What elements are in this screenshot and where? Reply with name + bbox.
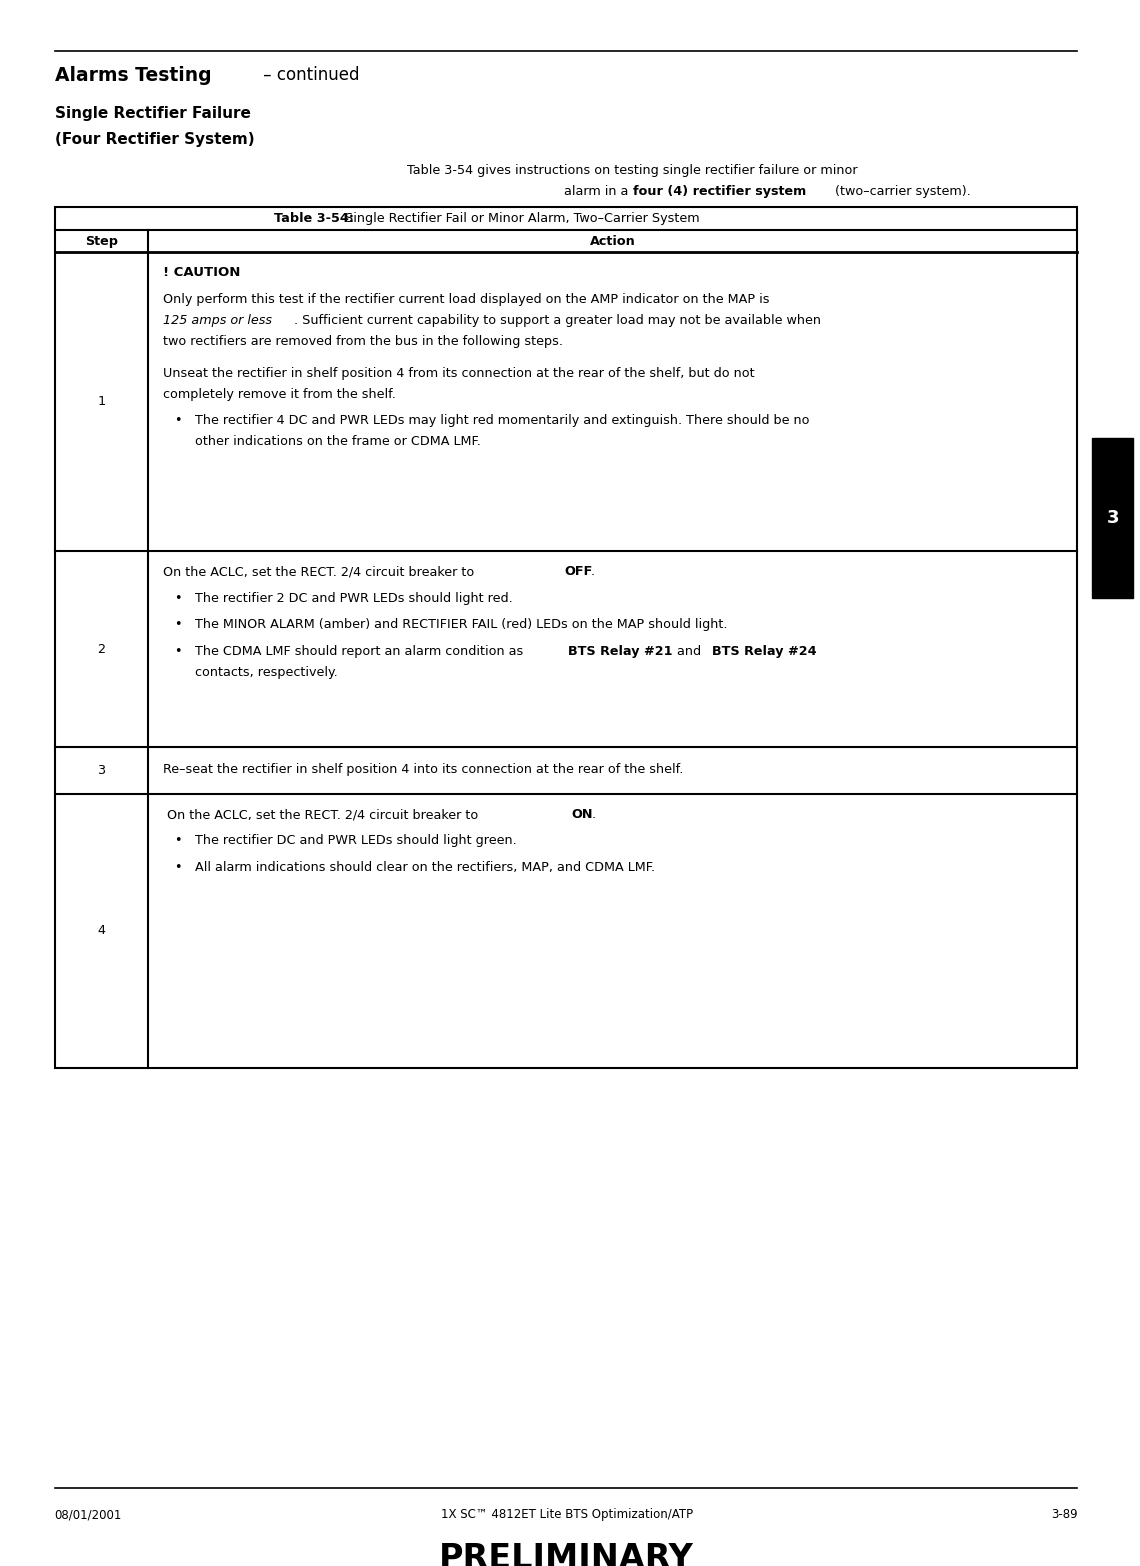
Text: .: .	[591, 565, 595, 578]
Text: The rectifier DC and PWR LEDs should light green.: The rectifier DC and PWR LEDs should lig…	[195, 835, 516, 847]
Text: •: •	[174, 619, 182, 631]
Text: All alarm indications should clear on the rectifiers, MAP, and CDMA LMF.: All alarm indications should clear on th…	[195, 861, 655, 874]
Text: •: •	[174, 835, 182, 847]
Text: .: .	[592, 808, 596, 821]
Text: completely remove it from the shelf.: completely remove it from the shelf.	[163, 388, 396, 401]
Text: 1X SC™ 4812ET Lite BTS Optimization/ATP: 1X SC™ 4812ET Lite BTS Optimization/ATP	[440, 1508, 693, 1521]
Text: The CDMA LMF should report an alarm condition as: The CDMA LMF should report an alarm cond…	[195, 645, 527, 658]
Text: 3: 3	[97, 764, 106, 777]
Text: Single Rectifier Fail or Minor Alarm, Two–Carrier System: Single Rectifier Fail or Minor Alarm, Tw…	[341, 211, 700, 226]
Text: PRELIMINARY: PRELIMINARY	[439, 1541, 694, 1566]
Text: Action: Action	[589, 235, 636, 247]
Text: (two–carrier system).: (two–carrier system).	[831, 185, 971, 197]
Text: Step: Step	[86, 235, 117, 247]
Text: 1: 1	[97, 395, 106, 409]
Text: ! CAUTION: ! CAUTION	[163, 266, 241, 279]
Text: Only perform this test if the rectifier current load displayed on the AMP indica: Only perform this test if the rectifier …	[163, 293, 770, 305]
Text: •: •	[174, 645, 182, 658]
Text: Table 3-54 gives instructions on testing single rectifier failure or minor: Table 3-54 gives instructions on testing…	[407, 164, 858, 177]
Text: Alarms Testing: Alarms Testing	[55, 66, 211, 85]
Text: . Sufficient current capability to support a greater load may not be available w: . Sufficient current capability to suppo…	[294, 313, 821, 327]
Text: 08/01/2001: 08/01/2001	[55, 1508, 122, 1521]
Text: four (4) rectifier system: four (4) rectifier system	[633, 185, 806, 197]
Text: Re–seat the rectifier in shelf position 4 into its connection at the rear of the: Re–seat the rectifier in shelf position …	[163, 763, 683, 775]
Text: •: •	[174, 861, 182, 874]
Text: – continued: – continued	[258, 66, 359, 83]
Text: contacts, respectively.: contacts, respectively.	[195, 666, 337, 678]
Text: The rectifier 2 DC and PWR LEDs should light red.: The rectifier 2 DC and PWR LEDs should l…	[195, 592, 513, 604]
Text: OFF: OFF	[564, 565, 593, 578]
Text: Unseat the rectifier in shelf position 4 from its connection at the rear of the : Unseat the rectifier in shelf position 4…	[163, 366, 755, 379]
Text: •: •	[174, 413, 182, 428]
Bar	[1092, 438, 1133, 598]
Text: BTS Relay #24: BTS Relay #24	[712, 645, 817, 658]
Text: 3-89: 3-89	[1051, 1508, 1077, 1521]
Text: two rectifiers are removed from the bus in the following steps.: two rectifiers are removed from the bus …	[163, 335, 563, 348]
Text: 3: 3	[1107, 509, 1118, 528]
Text: other indications on the frame or CDMA LMF.: other indications on the frame or CDMA L…	[195, 435, 481, 448]
Text: •: •	[174, 592, 182, 604]
Text: 4: 4	[97, 924, 106, 938]
Text: ON: ON	[571, 808, 593, 821]
Text: alarm in a: alarm in a	[564, 185, 633, 197]
Text: On the ACLC, set the RECT. 2/4 circuit breaker to: On the ACLC, set the RECT. 2/4 circuit b…	[163, 808, 487, 821]
Text: On the ACLC, set the RECT. 2/4 circuit breaker to: On the ACLC, set the RECT. 2/4 circuit b…	[163, 565, 482, 578]
Text: The rectifier 4 DC and PWR LEDs may light red momentarily and extinguish. There : The rectifier 4 DC and PWR LEDs may ligh…	[195, 413, 809, 428]
Text: BTS Relay #21: BTS Relay #21	[568, 645, 673, 658]
Text: Table 3-54:: Table 3-54:	[274, 211, 353, 226]
Text: and: and	[673, 645, 705, 658]
Bar	[55, 207, 1077, 1068]
Text: 2: 2	[97, 642, 106, 656]
Text: The MINOR ALARM (amber) and RECTIFIER FAIL (red) LEDs on the MAP should light.: The MINOR ALARM (amber) and RECTIFIER FA…	[195, 619, 727, 631]
Text: Single Rectifier Failure: Single Rectifier Failure	[55, 106, 251, 122]
Text: 125 amps or less: 125 amps or less	[163, 313, 272, 327]
Text: (Four Rectifier System): (Four Rectifier System)	[55, 132, 254, 147]
